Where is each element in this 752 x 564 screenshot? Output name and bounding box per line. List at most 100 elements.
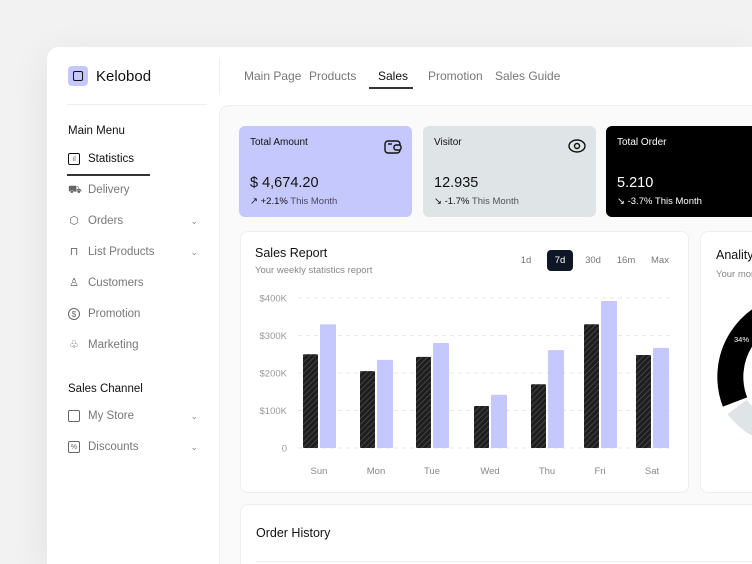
sidebar-item-label: Marketing — [88, 339, 139, 351]
store-icon — [68, 410, 80, 422]
total-amount-card: Total Amount $ 4,674.20 ↗ +2.1% This Mon… — [239, 126, 412, 217]
sidebar-item-label: List Products — [88, 246, 155, 258]
nav-promotion[interactable]: Promotion — [428, 69, 483, 83]
donut-percent-label: 34% — [734, 335, 749, 344]
range-max[interactable]: Max — [651, 255, 669, 266]
table-header-line — [256, 561, 752, 562]
range-7d[interactable]: 7d — [547, 250, 573, 271]
card-value: $ 4,674.20 — [250, 175, 319, 191]
sidebar-item-promotion[interactable]: $ Promotion — [68, 308, 198, 320]
y-tick-label: $100K — [260, 406, 288, 417]
bar-dark — [303, 354, 318, 448]
sales-chart: 0 $100K $200K $300K $400K Sun Mon Tue Wed Thu Fri S… — [260, 294, 674, 477]
nav-main-page[interactable]: Main Page — [244, 69, 302, 83]
change-period: This Month — [471, 196, 519, 207]
sidebar-item-delivery[interactable]: ⛟ Delivery — [68, 184, 198, 196]
marketing-icon: ♧ — [69, 339, 79, 351]
sidebar-item-marketing[interactable]: ♧ Marketing — [68, 339, 198, 351]
bar-dark — [636, 355, 651, 448]
chevron-down-icon[interactable]: ⌄ — [190, 410, 198, 421]
nav-active-underline — [369, 87, 413, 89]
bar-purple — [548, 350, 564, 448]
sidebar-item-customers[interactable]: ♙ Customers — [68, 277, 198, 289]
arrow-up-right-icon: ↗ — [250, 196, 258, 207]
bar-dark — [584, 324, 599, 448]
sidebar-item-label: My Store — [88, 410, 135, 422]
donut-segment-dark — [717, 309, 752, 407]
x-tick-label: Wed — [480, 466, 499, 477]
sidebar-item-my-store[interactable]: My Store ⌄ — [68, 410, 198, 422]
y-tick-label: $300K — [260, 331, 288, 342]
bar-purple — [601, 301, 617, 448]
change-percent: -1.7% — [444, 196, 470, 207]
arrow-down-right-icon: ↘ — [617, 196, 625, 207]
y-tick-label: 0 — [282, 444, 287, 455]
change-percent: +2.1% — [260, 196, 288, 207]
x-tick-label: Tue — [424, 466, 440, 477]
card-change: ↗ +2.1% This Month — [250, 196, 337, 207]
sidebar-item-statistics[interactable]: ıl Statistics — [68, 153, 198, 165]
order-history-panel: Order History — [240, 504, 752, 564]
nav-sales-guide[interactable]: Sales Guide — [495, 69, 561, 83]
sidebar-item-label: Customers — [88, 277, 144, 289]
box-icon: ⬡ — [69, 215, 79, 227]
discount-icon: % — [68, 441, 80, 453]
x-tick-label: Fri — [594, 466, 605, 477]
donut-segment-light — [727, 399, 752, 436]
chevron-down-icon[interactable]: ⌄ — [190, 215, 198, 226]
x-tick-label: Thu — [539, 466, 555, 477]
range-16m[interactable]: 16m — [616, 255, 636, 266]
bar-purple — [433, 343, 449, 448]
sales-channel-heading: Sales Channel — [68, 383, 143, 395]
wallet-icon — [384, 140, 402, 154]
card-title: Total Order — [617, 137, 667, 148]
bar-chart-icon: ıl — [68, 153, 80, 165]
x-tick-label: Sun — [311, 466, 328, 477]
logo-icon — [68, 66, 88, 86]
bar-purple — [377, 359, 393, 448]
bar-dark — [360, 371, 375, 448]
bar-dark — [531, 384, 546, 448]
delivery-icon: ⛟ — [68, 184, 82, 196]
divider — [67, 104, 207, 105]
nav-sales[interactable]: Sales — [378, 69, 409, 83]
card-title: Visitor — [434, 137, 462, 148]
bag-icon: ⊓ — [69, 246, 79, 258]
sidebar-item-label: Discounts — [88, 441, 139, 453]
order-history-title: Order History — [256, 526, 331, 540]
bar-purple — [320, 324, 336, 448]
sales-report-title: Sales Report — [255, 246, 328, 260]
sidebar-item-orders[interactable]: ⬡ Orders ⌄ — [68, 215, 198, 227]
analytics-subtitle: Your monthly report — [716, 269, 752, 280]
analytics-title: Analitycs — [716, 248, 752, 262]
visitor-card: Visitor 12.935 ↘ -1.7% This Month — [423, 126, 596, 217]
change-percent: -3.7% — [627, 196, 653, 207]
chevron-down-icon[interactable]: ⌄ — [190, 246, 198, 257]
bar-purple — [653, 347, 669, 448]
sales-report-panel: 0 $100K $200K $300K $400K Sun Mon Tue Wed Thu Fri S… — [240, 231, 689, 493]
x-tick-label: Sat — [645, 466, 660, 477]
y-tick-label: $200K — [260, 369, 288, 380]
sales-report-subtitle: Your weekly statistics report — [255, 265, 373, 276]
eye-icon — [568, 139, 586, 153]
range-30d[interactable]: 30d — [585, 255, 601, 266]
analytics-panel: Analitycs Your monthly report 34% — [700, 231, 752, 493]
range-1d[interactable]: 1d — [520, 255, 532, 266]
analytics-donut: Analitycs Your monthly report 34% — [716, 248, 752, 436]
sidebar-item-label: Delivery — [88, 184, 130, 196]
card-value: 5.210 — [617, 175, 654, 191]
chevron-down-icon[interactable]: ⌄ — [190, 441, 198, 452]
sidebar-item-list-products[interactable]: ⊓ List Products ⌄ — [68, 246, 198, 258]
main-menu-heading: Main Menu — [68, 125, 125, 137]
active-underline — [67, 174, 150, 176]
nav-products[interactable]: Products — [309, 69, 357, 83]
bar-dark — [416, 356, 431, 448]
change-period: This Month — [290, 196, 338, 207]
user-icon: ♙ — [69, 277, 79, 289]
bar-dark — [474, 406, 489, 448]
card-change: ↘ -3.7% This Month — [617, 196, 702, 207]
sidebar-item-discounts[interactable]: % Discounts ⌄ — [68, 441, 198, 453]
brand-name: Kelobod — [96, 68, 152, 85]
card-change: ↘ -1.7% This Month — [434, 196, 519, 207]
change-period: This Month — [654, 196, 702, 207]
